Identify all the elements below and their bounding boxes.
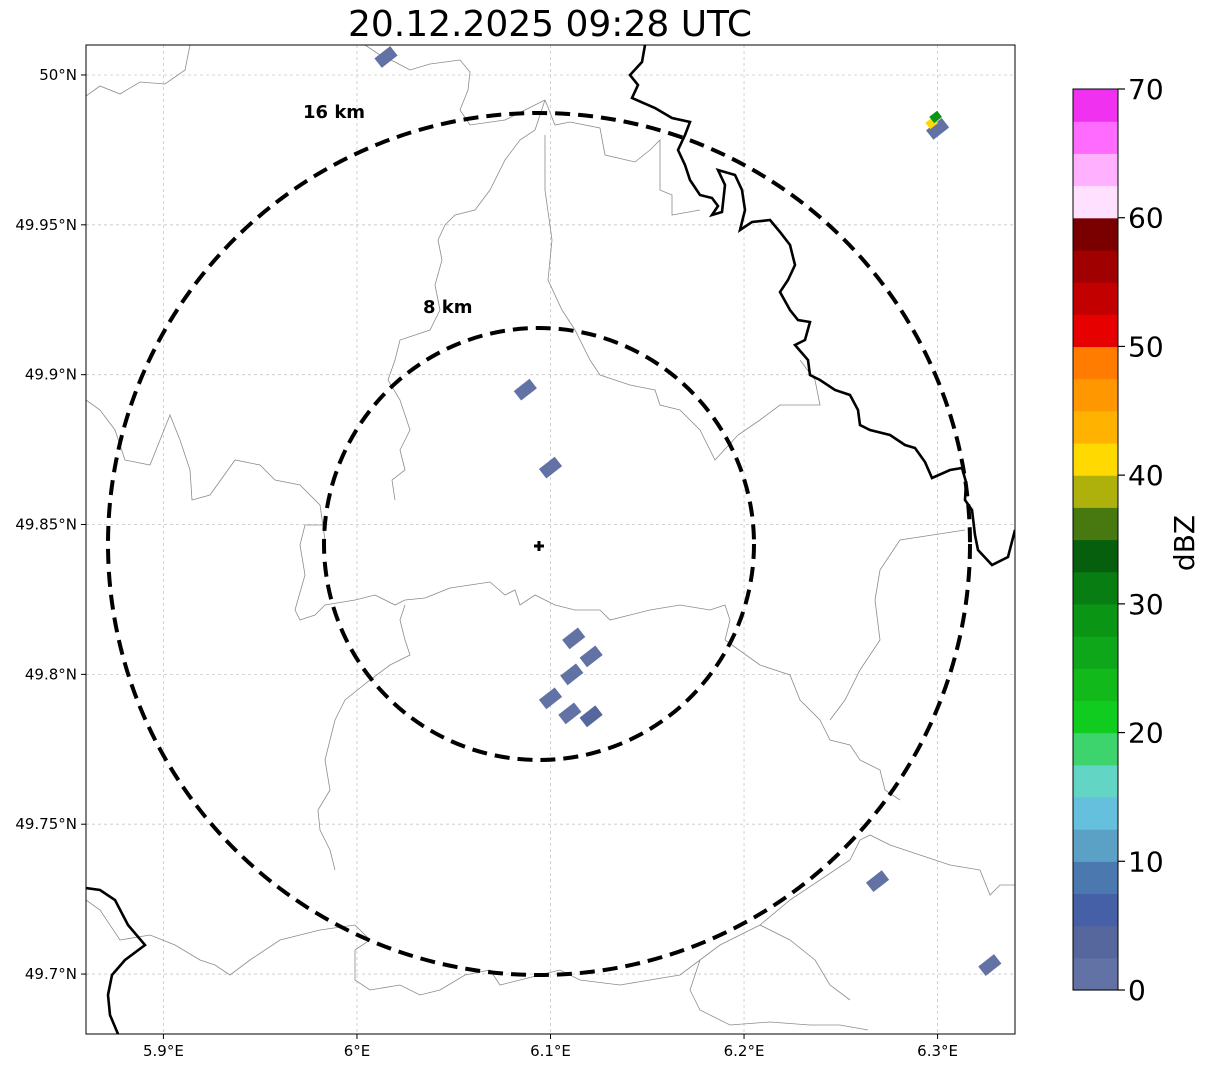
colorbar-segment	[1073, 153, 1118, 187]
colorbar-segment	[1073, 346, 1118, 380]
border-line	[86, 899, 541, 996]
colorbar-segment	[1073, 475, 1118, 508]
colorbar-segment	[1073, 571, 1118, 605]
colorbar-frame	[1072, 88, 1119, 991]
national-borders	[86, 45, 1015, 1034]
gridlines	[86, 45, 1015, 1034]
y-tick-label: 49.7°N	[25, 965, 77, 983]
colorbar-segment	[1073, 893, 1118, 927]
colorbar-tick-label: 20	[1128, 717, 1164, 750]
colorbar-tick-label: 10	[1128, 845, 1164, 878]
colorbar-segment	[1073, 603, 1118, 637]
radar-echo	[374, 46, 398, 68]
radar-echo	[513, 378, 537, 401]
colorbar-segment	[1073, 668, 1118, 701]
range-rings	[106, 111, 972, 977]
border-line	[86, 399, 326, 541]
colorbar-tick-label: 60	[1128, 202, 1164, 235]
colorbar-segment	[1073, 314, 1118, 348]
ring-label-8km: 8 km	[423, 297, 473, 318]
y-tick-label: 49.8°N	[25, 665, 77, 683]
x-axis-ticks: 5.9°E 6°E 6.1°E 6.2°E 6.3°E	[143, 1034, 958, 1060]
y-tick-label: 50°N	[39, 66, 77, 84]
colorbar-segment	[1073, 925, 1118, 959]
border-line	[387, 99, 546, 501]
radar-echo	[558, 702, 582, 725]
colorbar-segment	[1073, 217, 1118, 251]
colorbar-segment	[1073, 507, 1118, 541]
colorbar-tick-label: 40	[1128, 459, 1164, 492]
border-line	[317, 604, 411, 871]
x-tick-label: 6.2°E	[724, 1042, 765, 1060]
colorbar-segment	[1073, 121, 1118, 154]
colorbar-segment	[1073, 442, 1118, 476]
range-ring-8km	[322, 326, 756, 762]
border-line	[539, 834, 981, 986]
radar-echo	[560, 663, 584, 686]
colorbar-segment	[1073, 732, 1118, 766]
border-line	[759, 924, 851, 1001]
y-tick-label: 49.9°N	[25, 366, 77, 384]
y-tick-label: 49.75°N	[15, 815, 77, 833]
colorbar-segment	[1073, 282, 1118, 315]
municipal-borders	[86, 45, 1015, 1031]
radar-echo	[579, 705, 603, 728]
colorbar-label: dBZ	[1168, 515, 1201, 571]
radar-echo	[926, 118, 950, 140]
border-line	[86, 45, 191, 97]
colorbar-segment	[1073, 410, 1118, 444]
radar-site-marker	[534, 541, 544, 551]
radar-echo	[978, 954, 1002, 976]
radar-echo	[538, 687, 563, 710]
colorbar-segment	[1073, 829, 1118, 862]
y-axis-ticks: 50°N 49.95°N 49.9°N 49.85°N 49.8°N 49.75°N 49.…	[15, 66, 86, 983]
x-tick-label: 6°E	[344, 1042, 371, 1060]
border-line	[544, 135, 821, 461]
border-line	[979, 869, 1015, 896]
colorbar-segment	[1073, 89, 1118, 122]
x-tick-label: 6.1°E	[530, 1042, 571, 1060]
colorbar-segment	[1073, 861, 1118, 895]
border-line	[829, 529, 966, 721]
colorbar-segment	[1073, 764, 1118, 798]
colorbar-tick-label: 30	[1128, 588, 1164, 621]
radar-echo	[538, 456, 563, 479]
radar-echo	[929, 110, 943, 124]
border-line	[364, 45, 546, 126]
colorbar-tick-label: 50	[1128, 330, 1164, 363]
colorbar-segment	[1073, 378, 1118, 412]
colorbar-segment	[1073, 539, 1118, 573]
colorbar-segment	[1073, 249, 1118, 283]
radar-echo	[579, 645, 603, 668]
map-title: 20.12.2025 09:28 UTC	[347, 4, 753, 45]
radar-echo	[562, 627, 586, 650]
colorbar-segment	[1073, 185, 1118, 219]
colorbar-segment	[1073, 796, 1118, 830]
colorbar-segment	[1073, 636, 1118, 669]
range-ring-16km	[106, 111, 972, 977]
colorbar-segment	[1073, 957, 1118, 991]
radar-echoes	[374, 46, 1002, 976]
x-tick-label: 6.3°E	[917, 1042, 958, 1060]
y-tick-label: 49.95°N	[15, 216, 77, 234]
border-line	[544, 99, 701, 216]
national-border-southwest	[86, 886, 147, 1034]
colorbar-tick-label: 0	[1128, 974, 1146, 1007]
x-tick-label: 5.9°E	[143, 1042, 184, 1060]
border-line	[689, 959, 869, 1031]
colorbar-tick-label: 70	[1128, 73, 1164, 106]
ring-label-16km: 16 km	[303, 102, 365, 123]
colorbar-ticks: 0 10 20 30 40 50 60 70	[1118, 73, 1164, 1007]
border-line	[294, 524, 731, 641]
colorbar-segment	[1073, 700, 1118, 734]
border-line	[724, 639, 901, 801]
national-border-east	[628, 45, 1015, 567]
colorbar	[1073, 89, 1118, 991]
radar-echo	[866, 870, 890, 893]
y-tick-label: 49.85°N	[15, 516, 77, 534]
